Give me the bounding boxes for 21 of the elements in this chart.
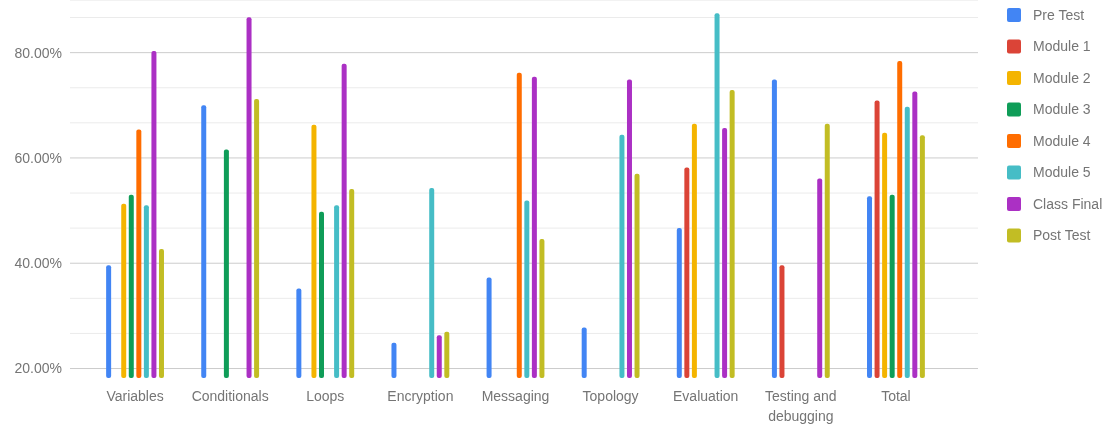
x-tick-label: Total	[881, 388, 911, 404]
x-tick-label: Conditionals	[191, 388, 269, 404]
legend-label: Module 4	[1033, 132, 1091, 149]
x-tick-label: Loops	[306, 388, 345, 404]
legend-label: Module 3	[1033, 101, 1091, 118]
x-tick-label: Testing and debugging	[765, 388, 837, 424]
legend-label: Class Final	[1033, 195, 1103, 212]
x-tick-label: Variables	[106, 388, 164, 404]
x-tick-label: Encryption	[387, 388, 454, 404]
legend-label: Post Test	[1033, 227, 1091, 244]
legend-label: Module 5	[1033, 164, 1091, 181]
legend-label: Pre Test	[1033, 6, 1085, 23]
y-tick-label: 60.00%	[14, 149, 62, 166]
y-tick-label: 20.00%	[14, 360, 62, 377]
x-tick-label: Messaging	[481, 388, 550, 404]
x-tick-label: Evaluation	[673, 388, 739, 404]
legend-label: Module 2	[1033, 69, 1091, 86]
legend-label: Module 1	[1033, 38, 1091, 55]
y-tick-label: 80.00%	[14, 44, 62, 61]
x-tick-label: Topology	[582, 388, 639, 404]
y-tick-label: 40.00%	[14, 255, 62, 272]
